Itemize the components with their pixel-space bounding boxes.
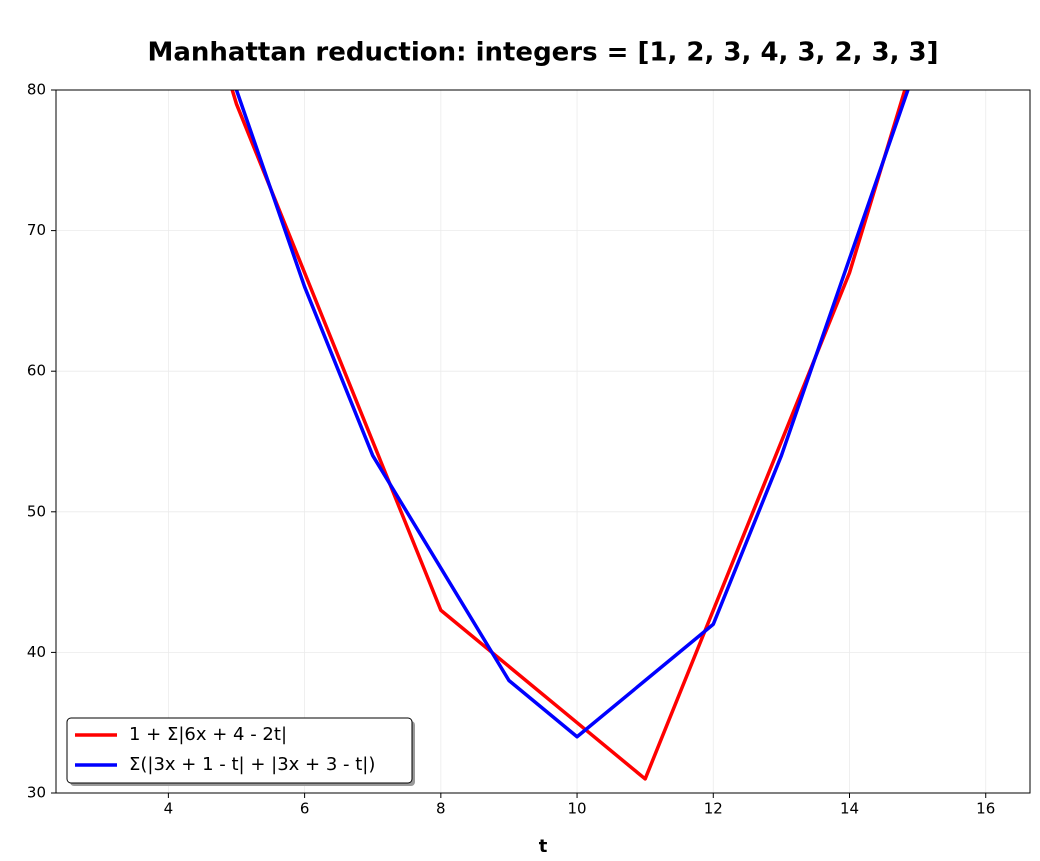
x-axis-label: t (539, 836, 548, 857)
legend-label: 1 + Σ|6x + 4 - 2t| (129, 724, 287, 745)
y-tick-label: 80 (27, 81, 46, 99)
y-tick-label: 50 (27, 502, 46, 520)
line-series (230, 90, 907, 781)
x-tick-label: 12 (704, 800, 723, 818)
y-tick-label: 30 (27, 784, 46, 802)
chart-title: Manhattan reduction: integers = [1, 2, 3… (147, 38, 938, 68)
x-tick-label: 6 (300, 800, 310, 818)
y-tick-label: 40 (27, 643, 46, 661)
x-tick-label: 4 (164, 800, 174, 818)
y-tick-label: 60 (27, 362, 46, 380)
legend (66, 717, 413, 784)
line-series (234, 90, 910, 739)
y-tick-label: 70 (27, 221, 46, 239)
x-tick-label: 14 (840, 800, 859, 818)
plot-area (230, 90, 910, 781)
x-tick-label: 10 (568, 800, 587, 818)
legend-label: Σ(|3x + 1 - t| + |3x + 3 - t|) (129, 754, 375, 775)
x-tick-label: 16 (976, 800, 995, 818)
plot-frame (55, 89, 1031, 794)
x-tick-label: 8 (436, 800, 446, 818)
